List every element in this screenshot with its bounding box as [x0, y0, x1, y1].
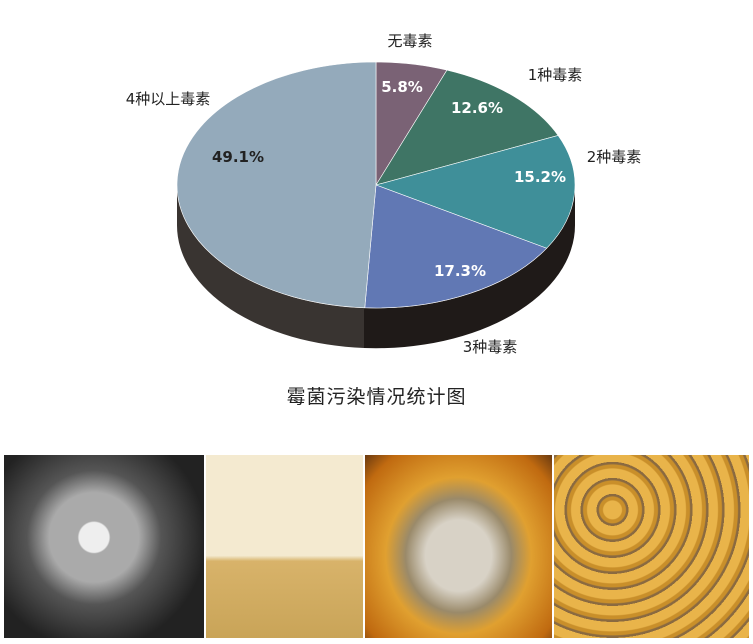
pie-chart: 5.8% 无毒素 12.6% 1种毒素 15.2% 2种毒素 17.3% 3种毒素 49.1% 4… [126, 32, 642, 356]
pie-side-left [176, 185, 364, 348]
photo-mold-on-culture [206, 455, 363, 638]
slice-value-label: 5.8% [381, 78, 423, 96]
slice-value-label: 49.1% [212, 148, 264, 166]
photo-moldy-corn-cob [365, 455, 552, 638]
slice-value-label: 17.3% [434, 262, 486, 280]
photo-strip [4, 455, 751, 638]
chart-title: 霉菌污染情况统计图 [286, 386, 467, 408]
slice-category-label: 4种以上毒素 [126, 90, 211, 108]
pie-side-right [364, 185, 576, 349]
slice-value-label: 15.2% [514, 168, 566, 186]
photo-moldy-corn-kernels [554, 455, 749, 638]
pie-slice-2 [375, 135, 576, 249]
pie-slice-3 [364, 184, 548, 309]
slice-category-label: 1种毒素 [528, 66, 583, 84]
slice-category-label: 2种毒素 [587, 148, 642, 166]
slice-value-label: 12.6% [451, 99, 503, 117]
slice-category-label: 无毒素 [387, 32, 432, 50]
photo-mold-micrograph [4, 455, 204, 638]
pie-slice-4 [176, 61, 377, 309]
pie-slice-1 [375, 69, 559, 186]
slice-category-label: 3种毒素 [463, 338, 518, 356]
